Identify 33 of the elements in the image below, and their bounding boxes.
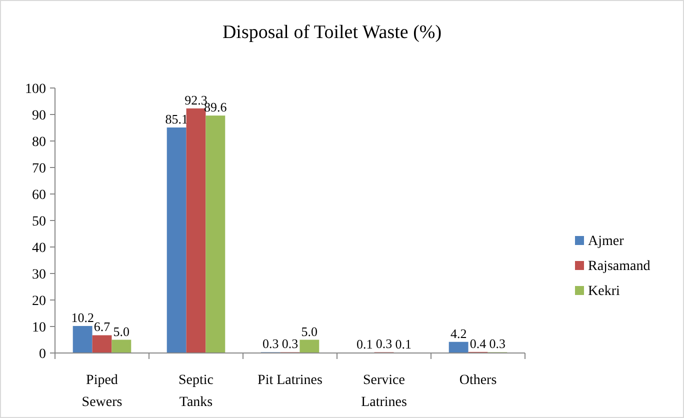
legend-label: Rajsamand [588, 259, 650, 274]
data-label: 0.1 [395, 336, 412, 352]
data-label: 0.3 [376, 336, 392, 352]
data-label: 85.1 [165, 111, 188, 126]
x-tick-label: Piped Sewers [82, 373, 122, 410]
data-label: 0.3 [489, 336, 506, 352]
y-tick-label: 80 [32, 135, 46, 150]
data-label: 5.0 [301, 324, 318, 339]
data-label: 6.7 [94, 319, 111, 334]
x-tick-label: Others [459, 373, 497, 388]
y-tick-label: 100 [25, 82, 46, 97]
y-tick-label: 70 [32, 162, 46, 176]
y-tick-label: 50 [32, 214, 46, 230]
x-tick-label: Septic Tanks [178, 373, 214, 410]
y-tick-label: 40 [32, 241, 46, 256]
y-tick-label: 60 [32, 188, 46, 203]
y-tick-label: 20 [32, 294, 46, 309]
data-label: 10.2 [71, 310, 94, 325]
y-tick-label: 0 [39, 347, 46, 362]
x-tick-label: Service Latrines [361, 373, 407, 410]
data-label: 0.4 [470, 336, 487, 351]
y-tick-label: 30 [32, 268, 46, 282]
x-tick-label: Pit Latrines [258, 373, 322, 388]
legend-label: Ajmer [588, 234, 624, 249]
data-label: 0.3 [262, 336, 279, 352]
data-label: 0.3 [282, 336, 298, 352]
y-tick-label: 10 [32, 320, 46, 336]
y-tick-label: 90 [32, 108, 46, 124]
data-label: 0.1 [356, 336, 373, 352]
chart-title: Disposal of Toilet Waste (%) [222, 22, 442, 43]
data-label: 5.0 [113, 324, 130, 339]
data-label: 4.2 [450, 326, 467, 341]
legend-label: Kekri [588, 284, 620, 299]
